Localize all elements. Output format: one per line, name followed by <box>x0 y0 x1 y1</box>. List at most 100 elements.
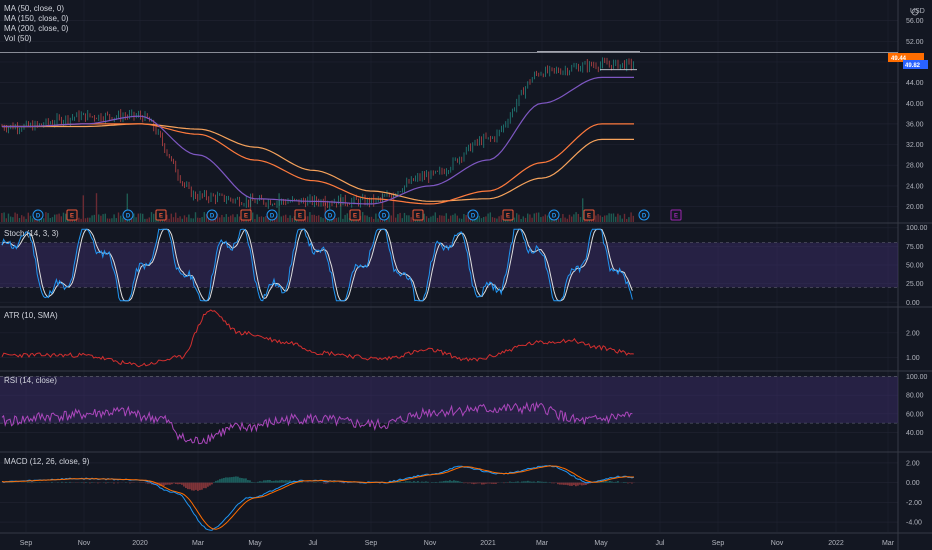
volume-bar <box>454 213 456 222</box>
volume-bar <box>265 216 267 222</box>
macd-hist-bar <box>571 482 573 486</box>
macd-hist-bar <box>579 482 581 485</box>
volume-bar <box>397 214 399 222</box>
price-axis-tick: 28.00 <box>906 163 924 170</box>
rsi-axis-tick: 100.00 <box>906 374 928 381</box>
stoch-pane[interactable]: Stoch (14, 3, 3) <box>0 228 898 302</box>
atr-axis-tick: 1.00 <box>906 355 920 362</box>
dividend-marker[interactable]: D <box>548 209 560 221</box>
volume-bar <box>56 214 58 222</box>
volume-bar <box>10 216 12 222</box>
volume-bar <box>491 217 494 222</box>
macd-hist-bar <box>539 481 541 483</box>
macd-histogram <box>3 476 635 491</box>
volume-bar <box>450 215 452 222</box>
volume-bar <box>346 213 348 222</box>
volume-bar <box>219 217 221 222</box>
earnings-marker[interactable]: E <box>583 209 595 221</box>
price-axis-tick: 52.00 <box>906 39 924 46</box>
earnings-marker[interactable]: E <box>670 209 682 221</box>
macd-hist-bar <box>69 481 71 483</box>
macd-hist-bar <box>155 482 157 485</box>
macd-hist-bar <box>559 482 561 485</box>
macd-hist-bar <box>585 482 587 485</box>
macd-hist-bar <box>325 482 327 484</box>
dividend-marker[interactable]: D <box>324 209 336 221</box>
volume-bar <box>522 216 524 222</box>
earnings-marker[interactable]: E <box>502 209 514 221</box>
volume-bar <box>166 214 168 222</box>
dividend-marker[interactable]: D <box>266 209 278 221</box>
volume-bar <box>520 218 522 222</box>
macd-hist-bar <box>525 481 527 483</box>
macd-hist-bar <box>527 480 529 483</box>
volume-bar <box>256 214 258 222</box>
earnings-marker[interactable]: E <box>66 209 78 221</box>
dividend-marker[interactable]: D <box>32 209 44 221</box>
macd-hist-bar <box>537 481 539 483</box>
earnings-marker[interactable]: E <box>349 209 361 221</box>
rsi-pane[interactable]: RSI (14, close) <box>0 376 898 445</box>
macd-hist-bar <box>493 482 495 484</box>
rsi-band <box>0 376 898 424</box>
dividend-marker[interactable]: D <box>206 209 218 221</box>
volume-bar <box>276 215 278 222</box>
stoch-k-line <box>1 228 633 302</box>
macd-hist-bar <box>209 482 211 486</box>
macd-hist-bar <box>191 482 193 491</box>
dividend-marker[interactable]: D <box>122 209 134 221</box>
volume-bar <box>133 213 135 222</box>
volume-bar <box>348 218 351 222</box>
volume-bar <box>575 212 577 222</box>
macd-hist-bar <box>197 482 199 491</box>
time-axis[interactable]: Sep Nov 2020 Mar May Jul Sep Nov 2021 Mar May Jul Se… <box>20 540 895 547</box>
volume-bar <box>441 215 443 222</box>
volume-bar <box>320 217 322 222</box>
macd-hist-bar <box>327 482 329 484</box>
macd-hist-bar <box>551 482 553 484</box>
macd-hist-bar <box>455 480 457 483</box>
macd-signal-line <box>1 465 634 530</box>
volume-bar <box>175 212 177 222</box>
dividend-marker[interactable]: D <box>638 209 650 221</box>
time-axis-label: Nov <box>424 540 437 547</box>
dividend-marker[interactable]: D <box>378 209 390 221</box>
macd-hist-bar <box>471 482 473 484</box>
volume-bar <box>190 218 192 222</box>
macd-hist-bar <box>467 482 469 484</box>
macd-hist-bar <box>163 482 165 486</box>
volume-bar <box>18 217 21 222</box>
volume-bar <box>230 215 232 222</box>
time-axis-label: May <box>594 540 608 547</box>
macd-hist-bar <box>481 482 483 485</box>
volume-bar <box>549 216 551 222</box>
volume-bar <box>439 215 441 222</box>
macd-hist-bar <box>97 482 99 484</box>
earnings-marker[interactable]: E <box>155 209 167 221</box>
earnings-marker[interactable]: E <box>240 209 252 221</box>
macd-pane[interactable]: MACD (12, 26, close, 9) <box>1 457 635 531</box>
atr-pane[interactable]: ATR (10, SMA) <box>1 309 634 368</box>
macd-hist-bar <box>61 481 63 483</box>
macd-hist-bar <box>223 477 225 483</box>
volume-bar <box>628 217 630 222</box>
volume-bar <box>205 214 208 222</box>
volume-bar <box>604 215 606 222</box>
volume-bar <box>401 218 403 222</box>
earnings-marker[interactable]: E <box>412 209 424 221</box>
volume-bar <box>225 214 227 222</box>
macd-hist-bar <box>557 482 559 485</box>
earnings-marker[interactable]: E <box>294 209 306 221</box>
settings-icon[interactable] <box>911 8 919 16</box>
volume-bar <box>395 217 397 222</box>
volume-bar <box>78 217 80 222</box>
volume-bar <box>465 215 467 222</box>
volume-bar <box>562 214 564 222</box>
dividend-marker[interactable]: D <box>467 209 479 221</box>
price-axes[interactable]: 56.0052.0048.0044.0040.0036.0032.0028.00… <box>906 18 928 526</box>
volume-bar <box>595 215 597 222</box>
volume-bar <box>531 217 533 222</box>
